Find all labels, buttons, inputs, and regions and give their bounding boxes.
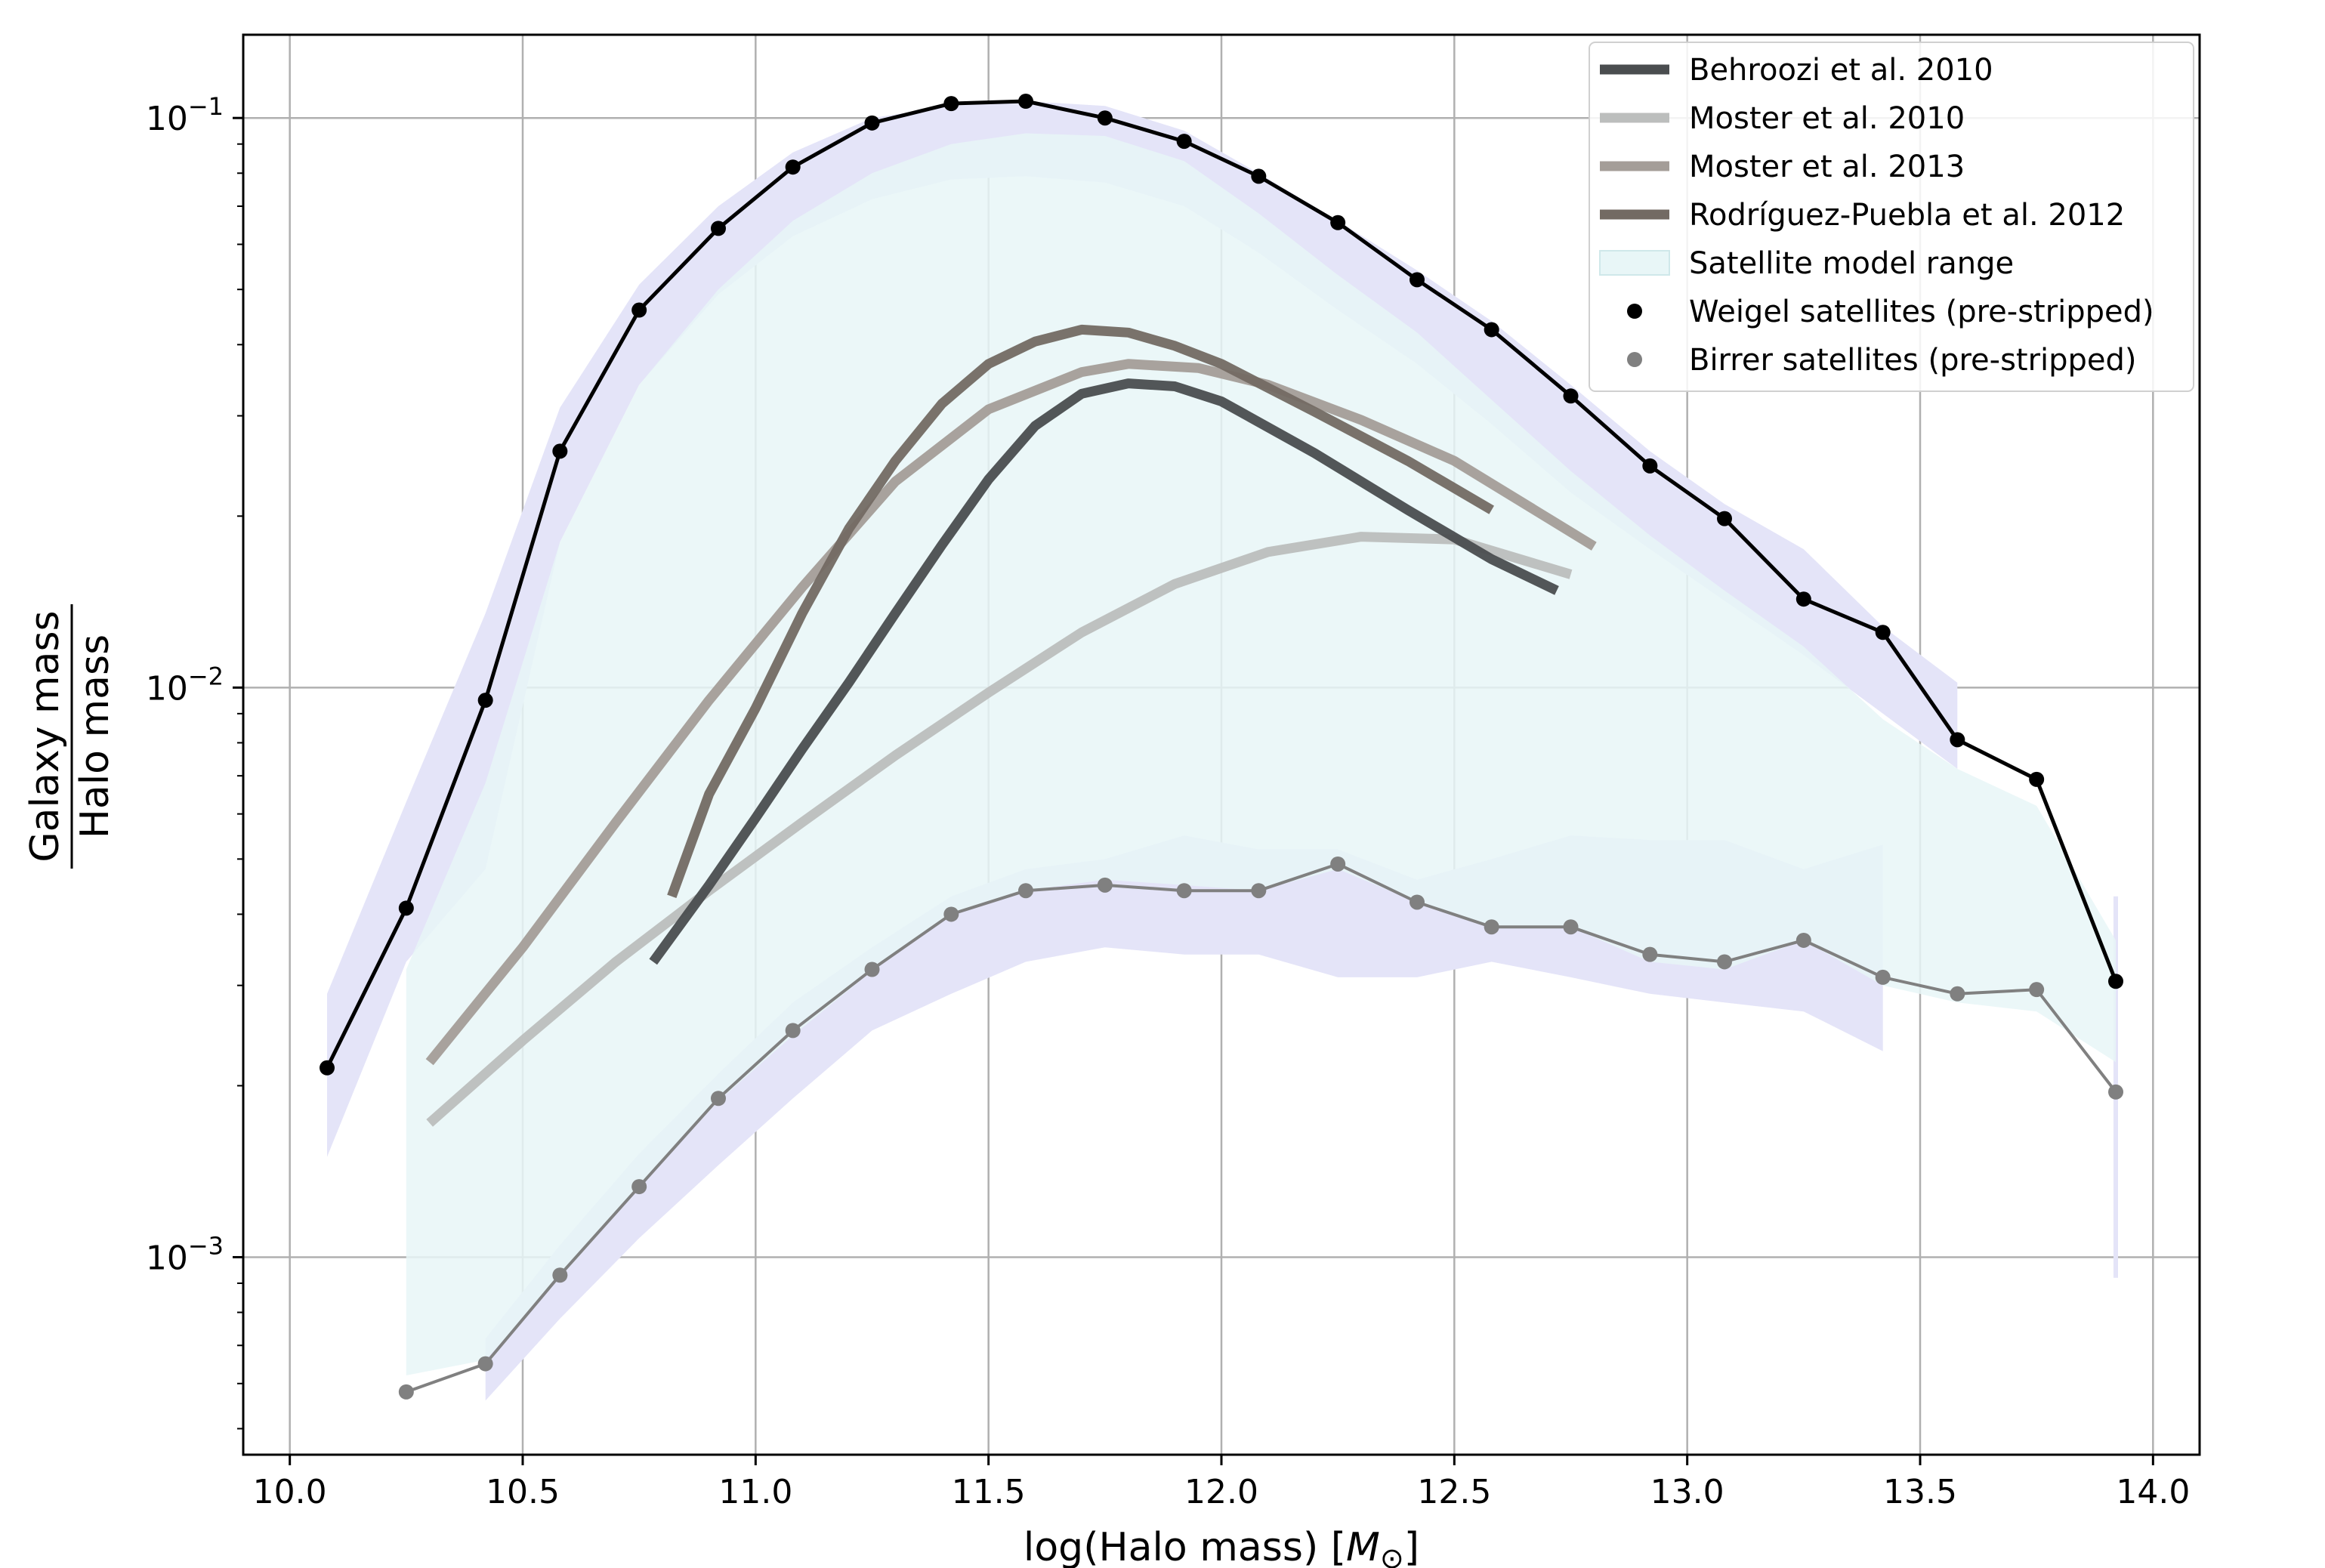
x-tick-label: 12.5 [1417, 1473, 1491, 1511]
y-axis-label: Galaxy mass Halo mass [23, 604, 118, 869]
y-tick-label: 10−3 [146, 1231, 224, 1277]
birrer-point [1484, 919, 1499, 935]
weigel-point [785, 159, 801, 175]
birrer-point [398, 1384, 414, 1400]
legend-label-model_fill: Satellite model range [1689, 246, 2014, 281]
birrer-point [1330, 856, 1346, 872]
birrer-point [711, 1091, 726, 1107]
legend-box [1589, 42, 2194, 392]
satellite-series [320, 94, 2123, 1400]
legend-label-behroozi: Behroozi et al. 2010 [1689, 53, 1993, 88]
weigel-point [1563, 388, 1579, 404]
birrer-point [864, 961, 880, 977]
birrer-point [1018, 883, 1033, 899]
x-axis-ticks: 10.0 10.5 11.0 11.5 12.0 12.5 13.0 13.5 14.0 [253, 1455, 2190, 1511]
x-axis-label-symbol: M [1346, 1525, 1380, 1568]
weigel-point [1097, 110, 1113, 126]
x-tick-label: 13.0 [1650, 1473, 1724, 1511]
satellite-model-range [406, 133, 2116, 1375]
moster2010-line [426, 532, 1573, 1127]
legend-swatch-model_fill [1599, 250, 1670, 276]
weigel-point [1484, 322, 1499, 338]
birrer-point [1251, 883, 1267, 899]
weigel-point [1717, 511, 1732, 526]
legend-swatch-birrer [1627, 352, 1642, 367]
weigel-point [320, 1060, 335, 1076]
x-tick-label: 13.5 [1883, 1473, 1957, 1511]
weigel-point [1251, 168, 1267, 184]
rodriguez-line [667, 324, 1494, 899]
legend-label-birrer: Birrer satellites (pre-stripped) [1689, 343, 2137, 378]
weigel-point [1795, 591, 1811, 607]
birrer-point [1875, 969, 1891, 985]
weigel-point [2108, 974, 2123, 989]
weigel-point [1018, 94, 1033, 110]
legend: Behroozi et al. 2010 Moster et al. 2010 Mo… [1589, 42, 2194, 392]
weigel-point [711, 221, 726, 236]
legend-label-moster2010: Moster et al. 2010 [1689, 101, 1965, 136]
birrer-point [1717, 954, 1732, 970]
weigel-point [1410, 272, 1425, 288]
birrer-point [1563, 919, 1579, 935]
weigel-point [477, 693, 493, 708]
y-axis-label-denominator: Halo mass [73, 634, 118, 838]
birrer-point [477, 1356, 493, 1372]
behroozi-line [649, 378, 1559, 965]
literature-relations [425, 324, 1597, 1127]
weigel-point [1642, 458, 1658, 474]
birrer-point [1950, 986, 1965, 1002]
y-tick-label: 10−1 [146, 92, 224, 138]
x-axis-label: log(Halo mass) [M⊙] [1024, 1525, 1419, 1568]
y-axis-ticks: 10−1 10−2 10−3 [146, 92, 243, 1430]
x-tick-label: 11.0 [718, 1473, 792, 1511]
x-tick-label: 12.0 [1184, 1473, 1258, 1511]
legend-label-rodriguez: Rodríguez-Puebla et al. 2012 [1689, 198, 2125, 233]
x-tick-label: 14.0 [2116, 1473, 2190, 1511]
weigel-point [398, 900, 414, 916]
weigel-point [943, 96, 959, 112]
weigel-line [325, 99, 2118, 1069]
birrer-point [2108, 1084, 2123, 1100]
birrer-point [552, 1267, 568, 1283]
birrer-point [1097, 877, 1113, 893]
x-axis-label-text: log(Halo mass) [ [1024, 1525, 1346, 1568]
birrer-point [1176, 883, 1192, 899]
y-axis-label-numerator: Galaxy mass [23, 610, 68, 862]
birrer-point [2029, 982, 2045, 998]
birrer-point [943, 906, 959, 922]
birrer-point [1642, 946, 1658, 962]
weigel-point [1875, 625, 1891, 640]
y-tick-label: 10−2 [146, 662, 224, 708]
weigel-point [1330, 215, 1346, 230]
weigel-point [631, 302, 647, 318]
legend-label-moster2013: Moster et al. 2013 [1689, 150, 1965, 184]
legend-label-weigel: Weigel satellites (pre-stripped) [1689, 295, 2154, 329]
birrer-point [785, 1023, 801, 1039]
x-axis-label-close: ] [1404, 1525, 1419, 1568]
birrer-point [1795, 932, 1811, 948]
x-tick-label: 11.5 [952, 1473, 1026, 1511]
x-tick-label: 10.5 [486, 1473, 560, 1511]
birrer-point [1410, 894, 1425, 910]
weigel-point [1176, 134, 1192, 150]
weigel-point [1950, 732, 1965, 748]
weigel-point [2029, 771, 2045, 787]
moster2013-line [425, 359, 1597, 1066]
legend-swatch-weigel [1627, 304, 1642, 319]
x-axis-label-subscript: ⊙ [1380, 1542, 1404, 1568]
weigel-point [552, 443, 568, 459]
x-tick-label: 10.0 [253, 1473, 327, 1511]
weigel-point [864, 115, 880, 131]
birrer-point [631, 1179, 647, 1195]
